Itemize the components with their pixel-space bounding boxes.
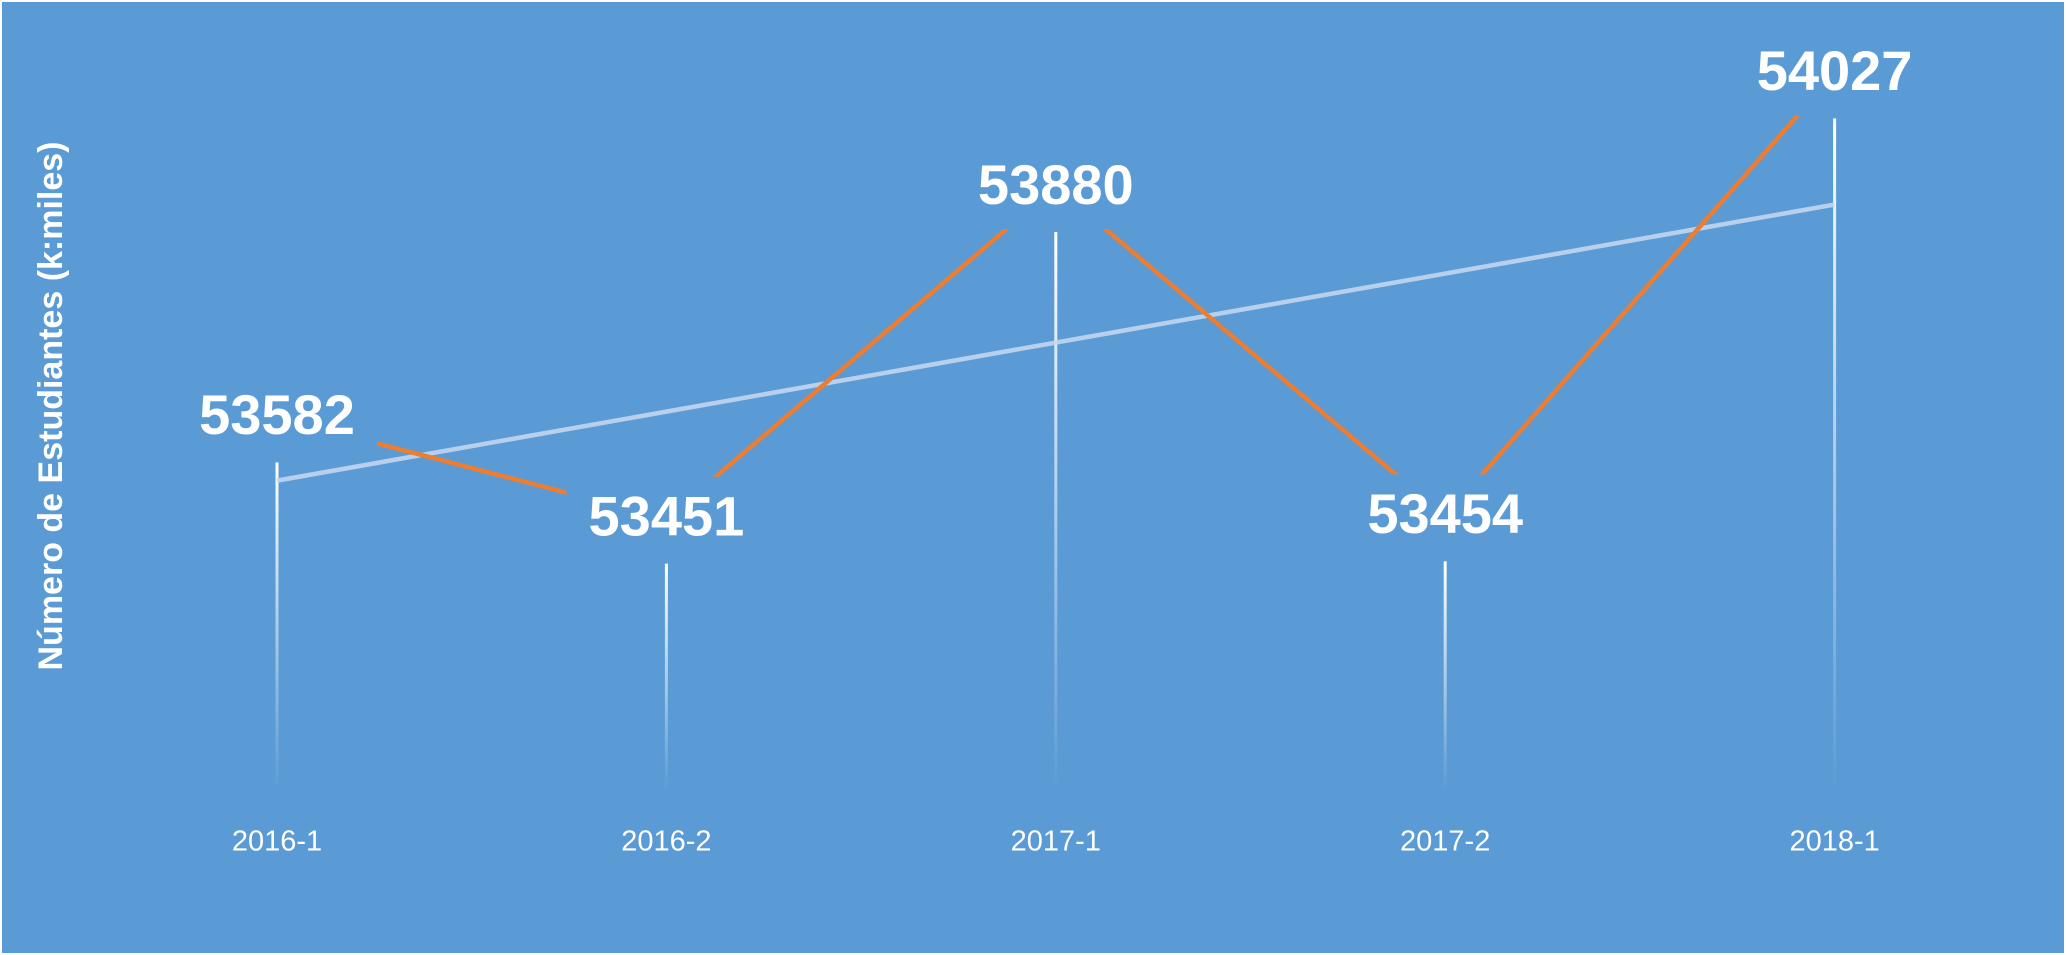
- x-tick-label: 2016-1: [232, 826, 322, 858]
- data-label: 53880: [978, 153, 1134, 216]
- drop-line: [275, 462, 279, 790]
- data-line: [276, 71, 1837, 522]
- drop-line: [1833, 118, 1837, 790]
- drop-line: [664, 563, 668, 790]
- data-label: 54027: [1757, 39, 1913, 102]
- y-axis-title: Número de Estudiantes (k:miles): [32, 141, 70, 670]
- data-label: 53582: [199, 383, 355, 446]
- drop-line: [1054, 232, 1058, 790]
- trendline: [276, 202, 1835, 483]
- x-tick-label: 2018-1: [1789, 826, 1879, 858]
- x-tick-label: 2017-1: [1011, 826, 1101, 858]
- drop-line: [1443, 561, 1447, 790]
- data-label: 53454: [1367, 482, 1523, 545]
- data-label: 53451: [589, 484, 745, 547]
- x-tick-label: 2017-2: [1400, 826, 1490, 858]
- x-tick-label: 2016-2: [621, 826, 711, 858]
